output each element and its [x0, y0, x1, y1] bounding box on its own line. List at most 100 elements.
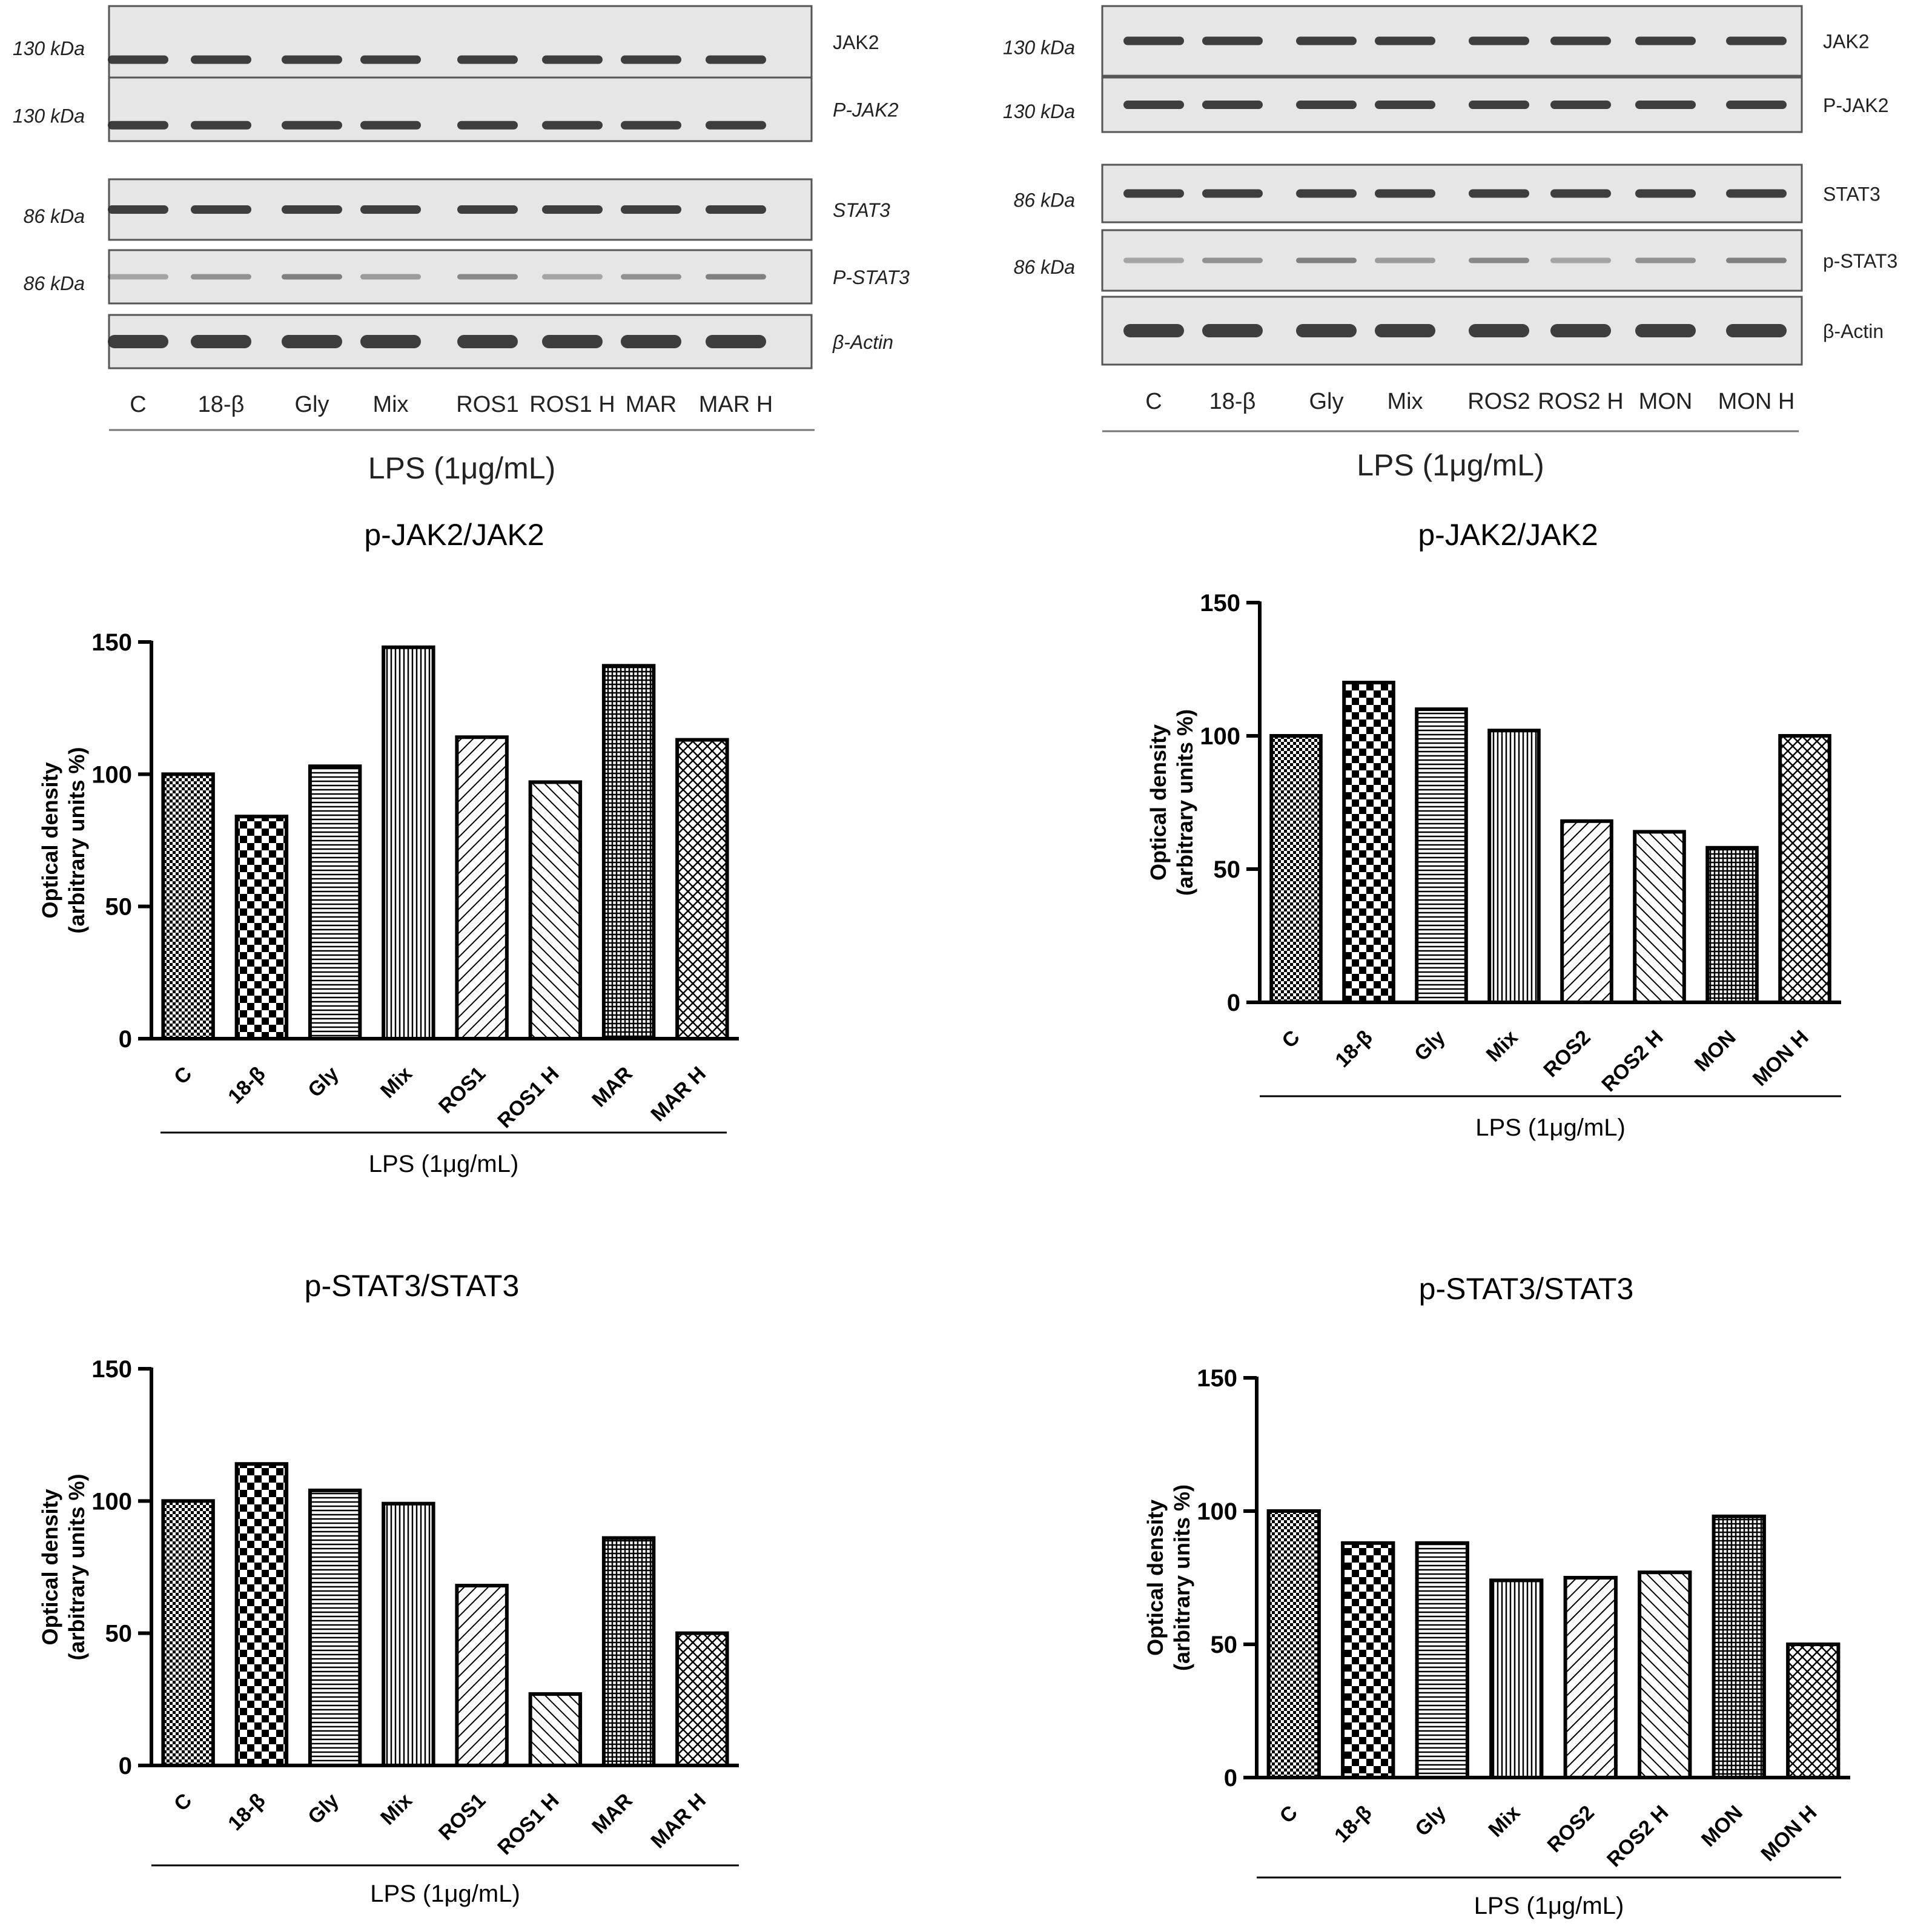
- y-tick-label: 0: [119, 1753, 132, 1779]
- blot-band: [1296, 36, 1357, 45]
- blot-band: [706, 55, 766, 64]
- bar-c: [161, 772, 215, 1041]
- blot-band: [1123, 257, 1184, 263]
- x-axis-label: LPS (1μg/mL): [370, 1881, 520, 1907]
- blot-lane-label: ROS1: [456, 392, 518, 417]
- x-tick-label: C: [170, 1789, 196, 1816]
- blot-band: [621, 55, 681, 64]
- bar-c: [161, 1499, 215, 1767]
- blot-lane-label: ROS2: [1467, 389, 1530, 414]
- x-tick-label: ROS2 H: [1597, 1026, 1667, 1096]
- x-tick-label: C: [1275, 1801, 1302, 1828]
- bar-ros1-h: [528, 1692, 583, 1768]
- x-tick-label: Gly: [1411, 1801, 1451, 1841]
- blot-band: [282, 205, 342, 214]
- bar-18: [1341, 1541, 1395, 1780]
- y-tick-label: 100: [91, 1488, 132, 1515]
- blot-band: [706, 335, 766, 348]
- bar-18: [1342, 681, 1395, 1004]
- bar-ros2-h: [1633, 830, 1686, 1005]
- x-tick-label: ROS2 H: [1603, 1801, 1673, 1871]
- western-blot-panel-right: JAK2 130 kDa P-JAK2 130 kDa STAT3 86 kDa p-STA…: [1003, 5, 1897, 482]
- blot-band: [1469, 36, 1529, 45]
- blot-band: [1375, 257, 1435, 263]
- blot-band: [1296, 257, 1357, 263]
- blot-band: [108, 274, 168, 280]
- blot-protein-label: β-Actin: [832, 331, 893, 353]
- blot-protein-label: p-STAT3: [1823, 250, 1897, 272]
- x-tick-label: ROS2: [1543, 1801, 1599, 1857]
- blot-band: [108, 55, 168, 64]
- bar-mix: [382, 1501, 435, 1767]
- y-axis-label-line2: (arbitrary units %): [1173, 709, 1197, 896]
- blot-band: [1375, 324, 1435, 337]
- blot-kda-label: 130 kDa: [13, 38, 85, 59]
- blot-band: [1469, 324, 1529, 337]
- y-tick-label: 150: [91, 1356, 132, 1383]
- blot-band: [1202, 101, 1263, 109]
- y-tick-label: 50: [1211, 1632, 1238, 1658]
- blot-band: [1123, 324, 1184, 337]
- blot-band: [360, 55, 421, 64]
- x-tick-label: Gly: [303, 1062, 343, 1102]
- y-tick-label: 150: [1197, 1365, 1237, 1392]
- blot-treatment-label: LPS (1μg/mL): [1357, 448, 1544, 482]
- x-tick-label: MON: [1690, 1026, 1741, 1076]
- x-tick-label: Mix: [376, 1789, 417, 1830]
- y-axis-label-line1: Optical density: [1146, 724, 1171, 881]
- x-tick-label: Mix: [1484, 1801, 1524, 1842]
- y-tick-label: 50: [105, 1621, 133, 1647]
- blot-protein-label: β-Actin: [1823, 320, 1884, 342]
- blot-band: [457, 274, 518, 280]
- y-axis-label-line1: Optical density: [1143, 1500, 1168, 1656]
- bar-chart-pjak2-right: p-JAK2/JAK2 0 50 100 150 Optical density (arbi…: [1146, 518, 1841, 1141]
- blot-band: [621, 335, 681, 348]
- blot-band: [1550, 189, 1611, 198]
- blot-lane-label: 18-β: [1209, 389, 1256, 414]
- bar-c: [1269, 734, 1323, 1004]
- x-tick-label: Mix: [1482, 1026, 1523, 1067]
- blot-band: [1550, 36, 1611, 45]
- bar-mon: [1705, 845, 1759, 1005]
- blot-band: [191, 121, 251, 130]
- bar-ros2: [1563, 1576, 1618, 1779]
- blot-kda-label: 130 kDa: [1003, 37, 1075, 59]
- x-tick-label: Mix: [376, 1062, 417, 1103]
- blot-protein-label: P-JAK2: [1823, 94, 1888, 116]
- x-tick-label: Gly: [1410, 1026, 1450, 1066]
- blot-band: [1296, 324, 1357, 337]
- y-axis-label-line1: Optical density: [38, 762, 62, 918]
- x-tick-label: ROS2: [1539, 1026, 1595, 1082]
- blot-band: [1202, 324, 1263, 337]
- x-tick-label: ROS1 H: [493, 1789, 563, 1859]
- blot-band: [457, 55, 518, 64]
- blot-band: [282, 55, 342, 64]
- blot-lane-label: C: [130, 392, 146, 417]
- blot-treatment-label: LPS (1μg/mL): [368, 451, 555, 485]
- blot-protein-label: STAT3: [1823, 184, 1881, 205]
- x-tick-label: Gly: [303, 1789, 343, 1829]
- y-tick-label: 0: [119, 1026, 132, 1053]
- x-tick-label: C: [1277, 1026, 1304, 1053]
- blot-band: [1550, 101, 1611, 109]
- blot-band: [1469, 257, 1529, 263]
- blot-kda-label: 86 kDa: [1014, 256, 1075, 278]
- blot-band: [108, 335, 168, 348]
- chart-title: p-STAT3/STAT3: [1419, 1272, 1634, 1306]
- bar-mon-h: [1786, 1643, 1841, 1779]
- bar-gly: [1415, 1541, 1469, 1780]
- blot-band: [706, 274, 766, 280]
- blot-band: [1123, 36, 1184, 45]
- blot-lane-label: 18-β: [198, 392, 245, 417]
- bar-mix: [1489, 1578, 1544, 1779]
- blot-band: [282, 121, 342, 130]
- blot-band: [108, 121, 168, 130]
- x-tick-label: 18-β: [1331, 1026, 1377, 1072]
- blot-band: [1123, 189, 1184, 198]
- blot-band: [1469, 189, 1529, 198]
- bar-mon: [1712, 1514, 1766, 1780]
- blot-band: [621, 121, 681, 130]
- bar-ros2-h: [1638, 1570, 1692, 1779]
- blot-band: [542, 205, 603, 214]
- blot-band: [1635, 324, 1696, 337]
